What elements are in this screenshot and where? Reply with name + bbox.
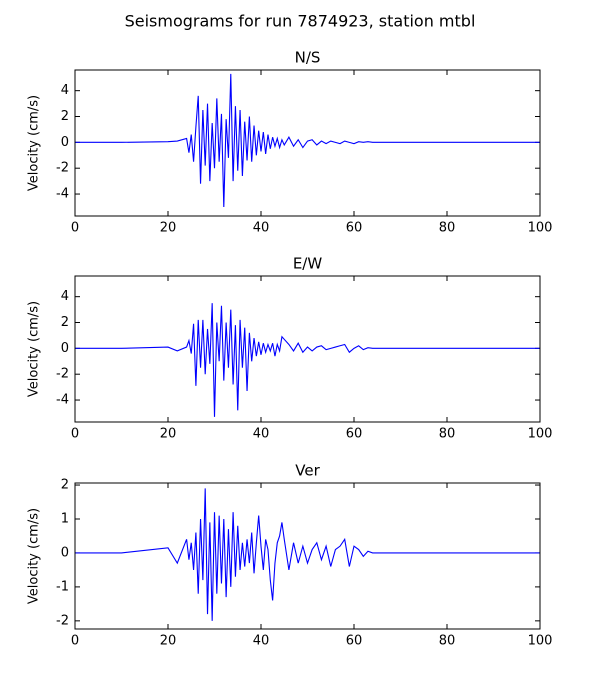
x-tick-label: 0 <box>71 427 79 442</box>
y-axis-label: Velocity (cm/s) <box>27 508 42 604</box>
x-tick-label: 60 <box>346 427 363 442</box>
y-tick-label: 1 <box>61 511 69 526</box>
y-tick-label: 0 <box>61 135 69 150</box>
y-tick-label: -2 <box>56 161 69 176</box>
y-tick-label: -2 <box>56 367 69 382</box>
x-tick-label: 60 <box>346 221 363 236</box>
axes-frame <box>74 69 541 217</box>
x-tick-label: 100 <box>528 427 553 442</box>
y-tick-label: -4 <box>56 187 69 202</box>
panel-title: E/W <box>293 255 323 273</box>
y-tick-label: 0 <box>61 545 69 560</box>
x-tick-label: 0 <box>71 634 79 649</box>
x-tick-label: 100 <box>528 634 553 649</box>
axes-frame <box>74 482 541 630</box>
x-tick-label: 100 <box>528 221 553 236</box>
y-axis-label: Velocity (cm/s) <box>27 301 42 397</box>
trace <box>75 73 540 207</box>
x-tick-label: 80 <box>439 634 456 649</box>
x-tick-label: 40 <box>253 221 270 236</box>
x-tick-label: 80 <box>439 221 456 236</box>
trace <box>75 303 540 417</box>
y-tick-label: 2 <box>61 315 69 330</box>
x-tick-label: 0 <box>71 221 79 236</box>
x-tick-label: 20 <box>160 221 177 236</box>
y-tick-label: -2 <box>56 613 69 628</box>
axes-frame <box>74 275 541 423</box>
x-tick-label: 80 <box>439 427 456 442</box>
y-tick-label: 4 <box>61 289 69 304</box>
y-tick-label: 4 <box>61 83 69 98</box>
trace <box>75 488 540 621</box>
panel-title: Ver <box>295 462 320 480</box>
y-tick-label: 2 <box>61 478 69 493</box>
x-tick-label: 40 <box>253 427 270 442</box>
x-tick-label: 20 <box>160 634 177 649</box>
x-tick-label: 60 <box>346 634 363 649</box>
panel-title: N/S <box>295 49 321 67</box>
y-tick-label: 0 <box>61 341 69 356</box>
y-axis-label: Velocity (cm/s) <box>27 95 42 191</box>
y-tick-label: -1 <box>56 579 69 594</box>
x-tick-label: 40 <box>253 634 270 649</box>
figure-title: Seismograms for run 7874923, station mtb… <box>125 12 476 31</box>
y-tick-label: -4 <box>56 393 69 408</box>
y-tick-label: 2 <box>61 109 69 124</box>
x-tick-label: 20 <box>160 427 177 442</box>
